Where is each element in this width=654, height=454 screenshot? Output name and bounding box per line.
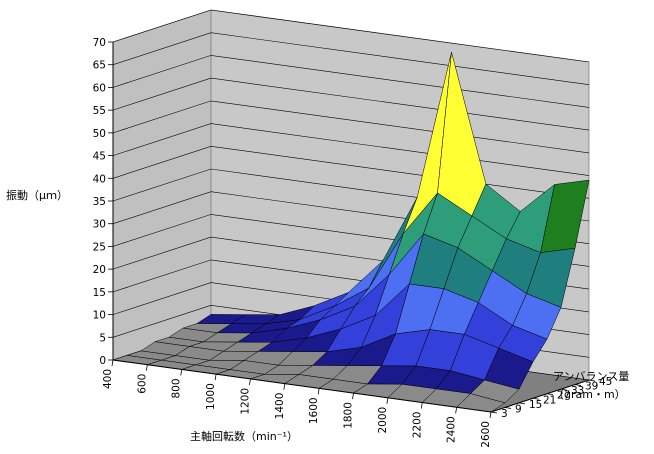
y-tick-mark <box>588 379 596 382</box>
x-tick-label: 2400 <box>446 416 458 443</box>
y-tick-label: 3 <box>501 408 508 420</box>
z-axis-label: 振動（μｍ） <box>6 188 68 202</box>
z-tick-label: 60 <box>93 82 106 94</box>
z-tick-label: 20 <box>93 264 106 276</box>
y-tick-label: 39 <box>585 381 598 393</box>
z-tick-label: 5 <box>99 332 106 344</box>
x-tick-mark <box>455 407 458 414</box>
x-tick-label: 1000 <box>205 383 217 410</box>
x-axis-label: 主軸回転数（min⁻¹） <box>190 429 298 443</box>
x-tick-mark <box>317 388 320 395</box>
x-tick-label: 400 <box>102 369 114 389</box>
y-axis-label: アンバランス量 <box>553 370 629 383</box>
x-tick-mark <box>249 378 251 385</box>
z-tick-label: 55 <box>93 105 106 117</box>
surface-plot <box>112 52 590 413</box>
z-tick-label: 10 <box>93 310 106 322</box>
y-tick-label: 45 <box>599 376 612 388</box>
z-tick-label: 40 <box>93 173 106 185</box>
z-gridline <box>112 9 590 63</box>
x-tick-mark <box>111 359 114 367</box>
x-axis-line <box>112 359 492 413</box>
z-tick-label: 15 <box>93 287 106 299</box>
x-tick-mark <box>489 411 492 419</box>
x-tick-label: 2600 <box>480 421 492 448</box>
z-tick-label: 35 <box>93 196 106 208</box>
x-tick-mark <box>352 393 354 400</box>
x-tick-label: 1400 <box>274 393 286 420</box>
z-tick-label: 30 <box>93 219 106 231</box>
x-tick-mark <box>214 374 217 381</box>
y-tick-label: 15 <box>529 399 542 411</box>
z-gridline <box>112 55 590 108</box>
x-tick-mark <box>420 402 423 409</box>
x-tick-label: 600 <box>136 374 148 394</box>
x-tick-mark <box>145 364 148 371</box>
x-tick-label: 2200 <box>411 412 423 439</box>
z-gridline <box>112 32 590 85</box>
z-tick-label: 70 <box>93 37 106 49</box>
z-tick-label: 45 <box>93 151 106 163</box>
x-tick-mark <box>180 369 183 376</box>
x-tick-label: 800 <box>171 378 183 398</box>
x-tick-mark <box>283 383 286 390</box>
z-tick-label: 65 <box>93 60 106 72</box>
x-tick-mark <box>386 397 389 404</box>
y-axis-unit: （gram・m） <box>553 388 626 401</box>
x-tick-label: 2000 <box>377 407 389 434</box>
y-tick-label: 21 <box>543 394 556 406</box>
y-tick-label: 27 <box>557 390 570 402</box>
z-tick-label: 25 <box>93 241 106 253</box>
z-tick-label: 0 <box>99 355 106 367</box>
chart-axes: 0 5 10 15 20 25 30 35 40 45 50 55 60 65 70 400 600 800 100… <box>93 37 613 448</box>
x-tick-label: 1600 <box>308 397 320 424</box>
z-tick-label: 50 <box>93 128 106 140</box>
y-tick-label: 33 <box>571 385 584 397</box>
x-tick-label: 1200 <box>240 388 252 415</box>
x-tick-label: 1800 <box>342 402 354 429</box>
y-tick-label: 9 <box>515 403 522 415</box>
y-axis-line <box>490 379 590 413</box>
